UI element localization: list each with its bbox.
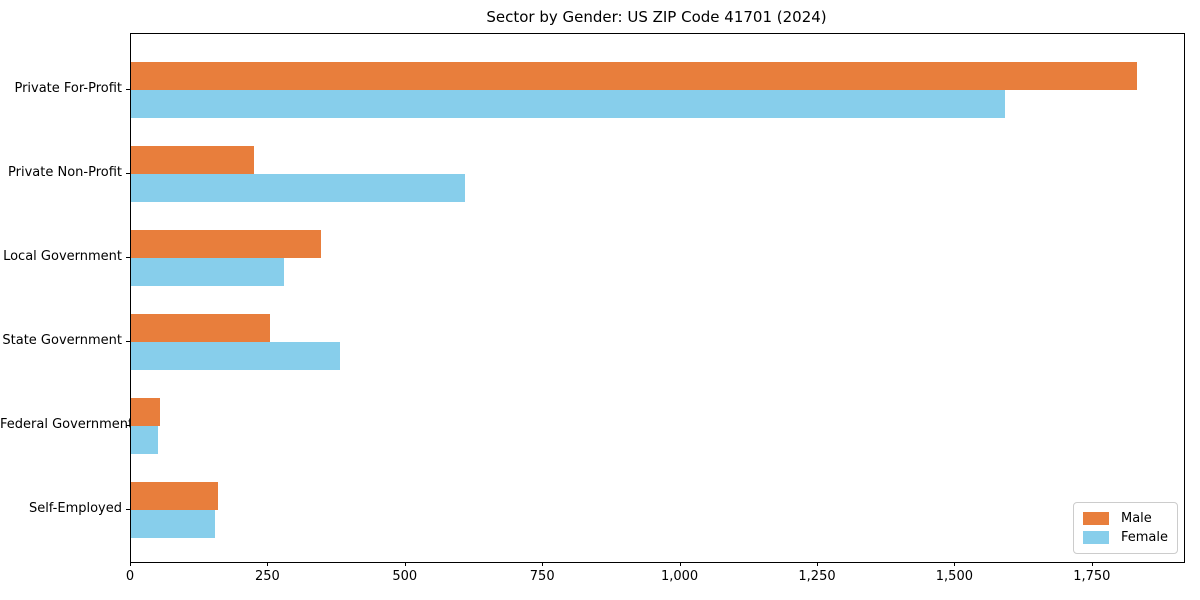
x-tick-mark (267, 562, 269, 566)
x-tick-mark (679, 562, 681, 566)
y-tick-mark (126, 173, 130, 174)
bar-male-federal-government (131, 398, 161, 426)
bar-female-self-employed (131, 510, 215, 538)
plot-area: Male Female (130, 33, 1185, 563)
y-tick-mark (126, 509, 130, 510)
bar-female-local-government (131, 258, 284, 286)
x-tick-label-1-500: 1,500 (935, 569, 973, 584)
bar-female-federal-government (131, 426, 158, 454)
x-tick-mark (404, 562, 406, 566)
y-label-private-for-profit: Private For-Profit (14, 81, 122, 96)
bar-male-local-government (131, 230, 321, 258)
legend-swatch-female (1082, 531, 1109, 544)
x-tick-label-750: 750 (529, 569, 555, 584)
bar-female-private-for-profit (131, 90, 1005, 118)
y-label-state-government: State Government (2, 333, 122, 348)
bar-female-private-non-profit (131, 174, 466, 202)
x-tick-mark (542, 562, 544, 566)
y-label-federal-government: Federal Government (0, 417, 134, 432)
chart-title: Sector by Gender: US ZIP Code 41701 (202… (486, 8, 827, 26)
bar-male-self-employed (131, 482, 218, 510)
legend-label-male: Male (1120, 511, 1152, 526)
y-label-local-government: Local Government (3, 249, 122, 264)
x-tick-mark (817, 562, 818, 566)
legend-item-female: Female (1082, 528, 1168, 547)
y-tick-mark (126, 89, 130, 90)
x-tick-label-500: 500 (392, 569, 418, 584)
x-tick-mark (1091, 562, 1093, 566)
bar-female-state-government (131, 342, 340, 370)
x-tick-label-0: 0 (125, 569, 135, 584)
legend-label-female: Female (1120, 530, 1168, 545)
bar-male-state-government (131, 314, 270, 342)
legend-swatch-male (1082, 512, 1109, 525)
y-label-self-employed: Self-Employed (28, 501, 122, 516)
x-tick-label-1-750: 1,750 (1073, 569, 1111, 584)
x-tick-label-250: 250 (254, 569, 280, 584)
x-tick-mark (130, 562, 131, 566)
x-tick-label-1-000: 1,000 (660, 569, 699, 584)
legend-item-male: Male (1082, 509, 1168, 528)
x-tick-label-1-250: 1,250 (798, 569, 836, 584)
x-tick-mark (954, 562, 956, 566)
y-tick-mark (126, 341, 130, 342)
y-label-private-non-profit: Private Non-Profit (8, 165, 122, 180)
bar-male-private-non-profit (131, 146, 254, 174)
y-tick-mark (126, 425, 130, 426)
x-axis: 0 250 500 750 1,000 1,250 1,500 1,750 (126, 562, 1183, 592)
legend: Male Female (1072, 502, 1178, 554)
y-axis-labels: Private For-Profit Private Non-Profit Loca… (0, 33, 134, 561)
bar-male-private-for-profit (131, 62, 1137, 90)
y-tick-mark (126, 257, 130, 258)
